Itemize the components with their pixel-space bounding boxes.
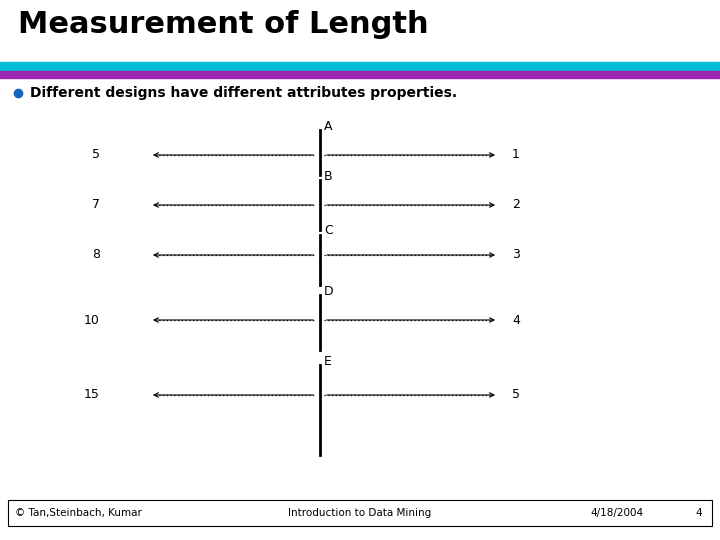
Text: B: B (324, 170, 333, 183)
Text: C: C (324, 224, 333, 237)
Text: © Tan,Steinbach, Kumar: © Tan,Steinbach, Kumar (15, 508, 142, 518)
Text: 15: 15 (84, 388, 100, 402)
Text: 10: 10 (84, 314, 100, 327)
Bar (8, 500, 712, 526)
Text: E: E (324, 355, 332, 368)
Bar (0, 71, 720, 78)
Text: 3: 3 (512, 248, 520, 261)
Text: 8: 8 (92, 248, 100, 261)
Text: 4: 4 (695, 508, 701, 518)
Text: 4: 4 (512, 314, 520, 327)
Text: Introduction to Data Mining: Introduction to Data Mining (289, 508, 431, 518)
Text: 5: 5 (92, 148, 100, 161)
Text: Different designs have different attributes properties.: Different designs have different attribu… (30, 86, 457, 100)
Text: D: D (324, 285, 333, 298)
Text: 2: 2 (512, 199, 520, 212)
Text: 5: 5 (512, 388, 520, 402)
Text: Measurement of Length: Measurement of Length (18, 10, 428, 39)
Text: 1: 1 (512, 148, 520, 161)
Text: 7: 7 (92, 199, 100, 212)
Bar (0, 62, 720, 71)
Text: 4/18/2004: 4/18/2004 (590, 508, 643, 518)
Text: A: A (324, 120, 333, 133)
